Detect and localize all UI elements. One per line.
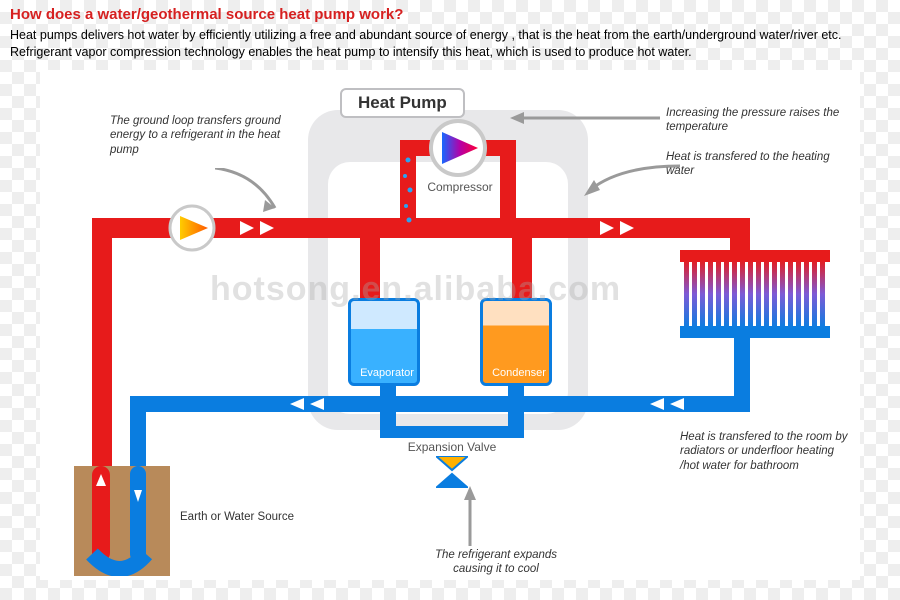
evaporator-label: Evaporator <box>351 367 423 379</box>
expansion-valve-label: Expansion Valve <box>392 440 512 454</box>
condenser: Condenser <box>480 298 552 386</box>
annotation-ground-loop: The ground loop transfers ground energy … <box>110 114 310 157</box>
condenser-label: Condenser <box>483 367 555 379</box>
flow-arrow-cold-2 <box>280 396 324 412</box>
flow-arrow-cold <box>640 396 684 412</box>
annotation-expansion: The refrigerant expands causing it to co… <box>416 548 576 577</box>
ground-pump-icon <box>168 204 216 252</box>
evaporator: Evaporator <box>348 298 420 386</box>
annotation-heat-to-room: Heat is transfered to the room by radiat… <box>680 430 850 473</box>
pipe-hot-top <box>92 218 512 238</box>
header: How does a water/geothermal source heat … <box>0 0 900 69</box>
heatpump-diagram: Heat Pump <box>40 70 860 580</box>
flow-arrow-hot <box>240 218 280 238</box>
pipe-valve-h <box>380 426 524 438</box>
callout-arrow-3 <box>580 160 680 200</box>
annotation-pressure: Increasing the pressure raises the tempe… <box>666 106 846 135</box>
pipe-hot-to-rad-v <box>730 218 750 254</box>
page: How does a water/geothermal source heat … <box>0 0 900 600</box>
callout-arrow-2 <box>510 112 660 142</box>
pipe-evap-down <box>380 382 396 430</box>
flow-arrow-hot-2 <box>600 218 640 238</box>
annotation-heat-to-water: Heat is transfered to the heating water <box>666 150 846 179</box>
compressor-icon <box>428 118 488 178</box>
page-description: Heat pumps delivers hot water by efficie… <box>10 27 890 61</box>
compressor-label: Compressor <box>400 180 520 194</box>
pipe-hot-ground-up <box>92 218 112 470</box>
pipe-hot-to-evap <box>360 218 380 304</box>
heatpump-title: Heat Pump <box>340 88 465 118</box>
ground-source-label: Earth or Water Source <box>180 510 294 524</box>
pipe-cold-to-ground <box>130 396 146 470</box>
radiator-icon <box>680 250 830 338</box>
expansion-valve-icon <box>436 456 468 488</box>
page-title: How does a water/geothermal source heat … <box>10 6 890 23</box>
callout-arrow-5 <box>460 486 490 546</box>
pipe-cond-down2 <box>508 382 524 430</box>
ground-well-icon <box>74 466 170 576</box>
callout-arrow-1 <box>215 168 285 218</box>
